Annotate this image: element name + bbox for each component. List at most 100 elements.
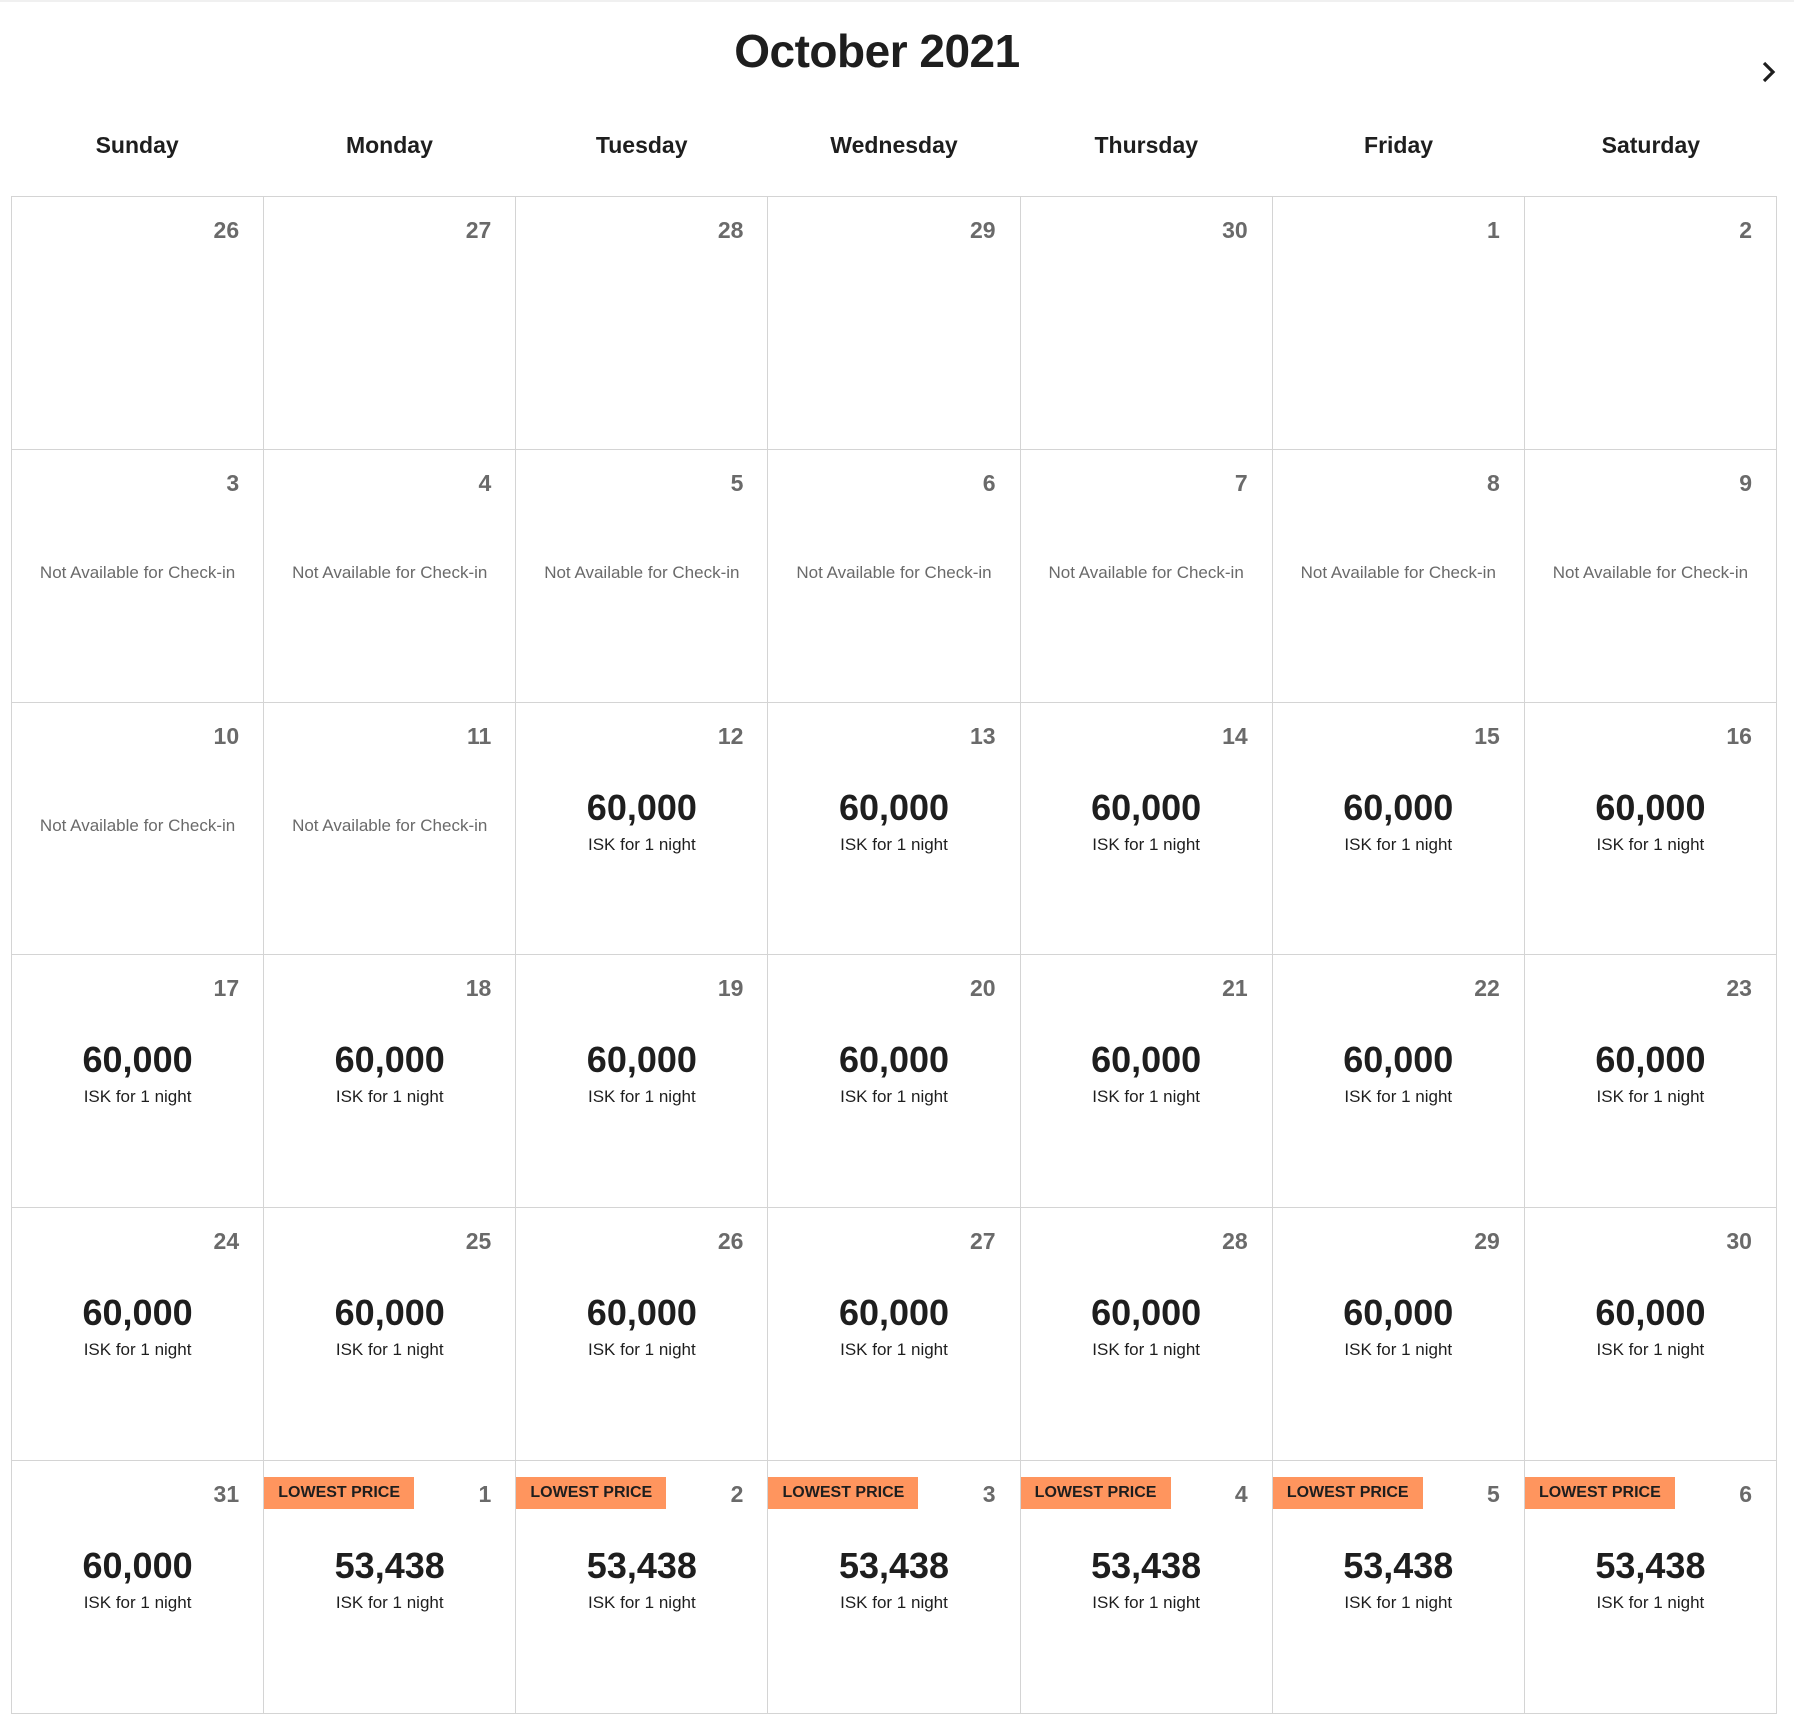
day-cell[interactable]: 30 60,000 ISK for 1 night <box>1524 1208 1777 1462</box>
day-number: 18 <box>465 975 492 1002</box>
day-cell[interactable]: 27 60,000 ISK for 1 night <box>768 1208 1021 1462</box>
price-unit: ISK for 1 night <box>1092 834 1200 854</box>
price-unit: ISK for 1 night <box>1344 1087 1453 1107</box>
day-number: 10 <box>213 722 240 749</box>
day-cell[interactable]: LOWEST PRICE 4 53,438 ISK for 1 night <box>1020 1461 1273 1714</box>
day-number: 4 <box>1234 1481 1248 1508</box>
day-cell[interactable]: 31 60,000 ISK for 1 night <box>12 1461 265 1714</box>
day-number: 26 <box>213 217 240 243</box>
day-cell[interactable]: 13 60,000 ISK for 1 night <box>768 702 1021 956</box>
weekday-thursday: Thursday <box>1094 132 1199 158</box>
day-number: 29 <box>1474 1228 1500 1255</box>
day-cell[interactable]: 29 60,000 ISK for 1 night <box>1272 1208 1525 1462</box>
day-number: 12 <box>717 722 744 749</box>
price: 53,438 <box>334 1545 445 1587</box>
day-cell[interactable]: 24 60,000 ISK for 1 night <box>12 1208 265 1462</box>
day-cell[interactable]: 16 60,000 ISK for 1 night <box>1524 702 1777 956</box>
day-cell[interactable]: LOWEST PRICE 1 53,438 ISK for 1 night <box>264 1461 517 1714</box>
day-number: 11 <box>466 722 492 749</box>
day-cell[interactable]: 22 60,000 ISK for 1 night <box>1272 955 1525 1209</box>
weekday-header: Sunday Monday Tuesday Wednesday Thursday… <box>11 132 1777 159</box>
availability-status: Not Available for Check-in <box>292 562 488 582</box>
day-number: 8 <box>1487 469 1500 496</box>
price-unit: ISK for 1 night <box>840 1087 948 1107</box>
day-cell[interactable]: 10 Not Available for Check-in <box>12 702 265 956</box>
price: 60,000 <box>1343 1039 1454 1081</box>
day-cell[interactable]: 23 60,000 ISK for 1 night <box>1524 955 1777 1209</box>
day-cell[interactable]: 1 <box>1272 197 1525 450</box>
day-cell[interactable]: LOWEST PRICE 2 53,438 ISK for 1 night <box>516 1461 769 1714</box>
day-cell[interactable]: 3 Not Available for Check-in <box>12 449 265 703</box>
day-cell[interactable]: 20 60,000 ISK for 1 night <box>768 955 1021 1209</box>
day-number: 3 <box>982 1481 996 1508</box>
price: 60,000 <box>1091 1292 1202 1334</box>
day-cell[interactable]: 5 Not Available for Check-in <box>516 449 769 703</box>
day-number: 5 <box>730 469 744 496</box>
day-cell[interactable]: 12 60,000 ISK for 1 night <box>516 702 769 956</box>
price: 60,000 <box>1343 1292 1454 1334</box>
price-unit: ISK for 1 night <box>1596 1593 1705 1613</box>
day-number: 7 <box>1234 469 1248 496</box>
price: 53,438 <box>1595 1545 1706 1587</box>
price: 60,000 <box>1595 1039 1706 1081</box>
day-cell[interactable]: 8 Not Available for Check-in <box>1272 449 1525 703</box>
month-title: October 2021 <box>734 25 1020 77</box>
price: 53,438 <box>1343 1545 1454 1587</box>
day-cell[interactable]: 25 60,000 ISK for 1 night <box>264 1208 517 1462</box>
price: 53,438 <box>1091 1545 1202 1587</box>
day-number: 14 <box>1222 722 1248 749</box>
price: 60,000 <box>334 1292 445 1334</box>
day-cell[interactable]: 19 60,000 ISK for 1 night <box>516 955 769 1209</box>
day-cell[interactable]: 7 Not Available for Check-in <box>1020 449 1273 703</box>
price-unit: ISK for 1 night <box>1344 1593 1453 1613</box>
lowest-price-badge: LOWEST PRICE <box>264 1477 415 1510</box>
day-cell[interactable]: LOWEST PRICE 6 53,438 ISK for 1 night <box>1524 1461 1777 1714</box>
day-cell[interactable]: 4 Not Available for Check-in <box>264 449 517 703</box>
price-unit: ISK for 1 night <box>587 1593 696 1613</box>
day-cell[interactable]: 26 60,000 ISK for 1 night <box>516 1208 769 1462</box>
price-unit: ISK for 1 night <box>587 1087 696 1107</box>
day-number: 25 <box>465 1228 492 1255</box>
lowest-price-badge: LOWEST PRICE <box>768 1477 919 1510</box>
weekday-tuesday: Tuesday <box>595 132 688 158</box>
price: 60,000 <box>586 1292 697 1334</box>
availability-status: Not Available for Check-in <box>796 562 992 582</box>
day-cell[interactable]: 2 <box>1524 197 1777 450</box>
day-number: 13 <box>969 722 996 749</box>
day-cell[interactable]: 9 Not Available for Check-in <box>1524 449 1777 703</box>
price: 60,000 <box>586 1039 697 1081</box>
day-number: 2 <box>1739 217 1752 243</box>
day-cell[interactable]: 11 Not Available for Check-in <box>264 702 517 956</box>
day-cell[interactable]: 6 Not Available for Check-in <box>768 449 1021 703</box>
weekday-monday: Monday <box>345 132 433 158</box>
day-cell[interactable]: 26 <box>12 197 265 450</box>
day-cell[interactable]: 28 60,000 ISK for 1 night <box>1020 1208 1273 1462</box>
day-number: 4 <box>478 469 492 496</box>
weekday-friday: Friday <box>1364 132 1434 158</box>
price: 60,000 <box>82 1545 193 1587</box>
day-cell[interactable]: 18 60,000 ISK for 1 night <box>264 955 517 1209</box>
price: 60,000 <box>1091 1039 1202 1081</box>
price-unit: ISK for 1 night <box>840 834 948 854</box>
price: 60,000 <box>1343 786 1454 828</box>
next-month-button[interactable] <box>1754 54 1784 90</box>
day-number: 17 <box>213 975 240 1002</box>
day-cell[interactable]: 21 60,000 ISK for 1 night <box>1020 955 1273 1209</box>
day-number: 24 <box>213 1228 240 1255</box>
day-number: 1 <box>478 1481 492 1508</box>
day-cell[interactable]: 15 60,000 ISK for 1 night <box>1272 702 1525 956</box>
day-number: 3 <box>226 469 240 496</box>
day-cell[interactable]: 29 <box>768 197 1021 450</box>
day-cell[interactable]: 17 60,000 ISK for 1 night <box>12 955 265 1209</box>
day-cell[interactable]: 30 <box>1020 197 1273 450</box>
day-number: 2 <box>730 1481 744 1508</box>
price-unit: ISK for 1 night <box>83 1340 192 1360</box>
day-cell[interactable]: 27 <box>264 197 517 450</box>
chevron-right-icon <box>1762 61 1776 83</box>
day-cell[interactable]: LOWEST PRICE 5 53,438 ISK for 1 night <box>1272 1461 1525 1714</box>
day-number: 5 <box>1487 1481 1500 1508</box>
day-cell[interactable]: 14 60,000 ISK for 1 night <box>1020 702 1273 956</box>
price: 60,000 <box>1595 786 1706 828</box>
day-cell[interactable]: LOWEST PRICE 3 53,438 ISK for 1 night <box>768 1461 1021 1714</box>
day-cell[interactable]: 28 <box>516 197 769 450</box>
